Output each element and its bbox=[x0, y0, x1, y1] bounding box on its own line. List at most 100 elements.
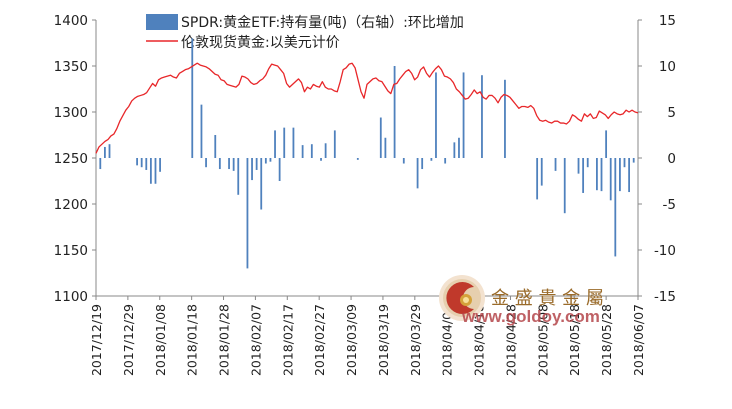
bar bbox=[458, 137, 460, 158]
left-tick-label: 1150 bbox=[54, 243, 88, 259]
legend: SPDR:黄金ETF:持有量(吨)（右轴）:环比增加 伦敦现货黄金:以美元计价 bbox=[146, 14, 464, 51]
x-tick-label: 2018/05/28 bbox=[599, 304, 614, 376]
left-tick-label: 1100 bbox=[54, 289, 88, 305]
bar bbox=[108, 144, 111, 158]
right-tick-label: -15 bbox=[654, 289, 676, 305]
right-tick-label: 0 bbox=[667, 151, 676, 167]
right-tick-label: -5 bbox=[663, 197, 676, 213]
x-tick-label: 2018/04/28 bbox=[503, 304, 518, 376]
bar bbox=[540, 158, 543, 186]
right-y-ticks: -15 -10 -5 0 5 10 15 bbox=[638, 13, 676, 305]
bar bbox=[154, 158, 157, 184]
x-tick-label: 2017/12/19 bbox=[89, 304, 104, 376]
left-tick-label: 1300 bbox=[54, 105, 88, 121]
x-tick-label: 2018/02/07 bbox=[248, 304, 263, 376]
left-tick-label: 1200 bbox=[54, 197, 88, 213]
bar bbox=[356, 158, 359, 160]
x-tick-label: 2018/02/27 bbox=[312, 304, 327, 376]
bar bbox=[462, 72, 465, 158]
bar bbox=[582, 158, 585, 193]
bar bbox=[324, 143, 327, 158]
x-tick-label: 2018/01/08 bbox=[153, 304, 168, 376]
bar bbox=[416, 158, 419, 189]
watermark-url: www.goldoy.com bbox=[461, 307, 600, 326]
bar bbox=[453, 142, 456, 158]
bar bbox=[481, 75, 483, 158]
bar bbox=[205, 158, 207, 168]
x-tick-label: 2018/03/19 bbox=[376, 304, 391, 376]
bar bbox=[504, 79, 506, 158]
x-tick-label: 2018/05/18 bbox=[567, 304, 582, 376]
bar bbox=[232, 158, 235, 171]
bar bbox=[140, 158, 143, 168]
bar bbox=[628, 158, 630, 193]
watermark-logo-icon bbox=[439, 275, 485, 321]
x-ticks: 2017/12/19 2017/12/29 2018/01/08 2018/01/18… bbox=[89, 296, 646, 376]
bar bbox=[536, 158, 539, 200]
bar bbox=[246, 158, 249, 269]
bar bbox=[310, 144, 313, 158]
watermark-brand: 金 盛 貴 金 屬 bbox=[491, 288, 604, 309]
right-tick-label: 15 bbox=[659, 13, 676, 29]
line-series bbox=[95, 62, 639, 154]
right-tick-label: -10 bbox=[654, 243, 676, 259]
bar bbox=[563, 158, 566, 214]
legend-bar-swatch bbox=[146, 14, 178, 30]
left-y-ticks: 1100 1150 1200 1250 1300 1350 1400 bbox=[54, 13, 96, 305]
bar bbox=[600, 158, 603, 192]
bar bbox=[260, 158, 263, 210]
x-tick-label: 2018/01/18 bbox=[185, 304, 200, 376]
bar bbox=[274, 130, 276, 158]
x-tick-label: 2018/06/07 bbox=[631, 304, 646, 376]
bar bbox=[623, 158, 626, 168]
bar bbox=[320, 158, 322, 161]
bar bbox=[104, 146, 106, 158]
right-tick-label: 5 bbox=[667, 105, 676, 121]
bar bbox=[255, 158, 258, 170]
bar bbox=[586, 158, 589, 168]
bar bbox=[214, 135, 217, 158]
bar bbox=[430, 158, 433, 161]
bar bbox=[435, 72, 437, 158]
legend-bar-label: SPDR:黄金ETF:持有量(吨)（右轴）:环比增加 bbox=[181, 14, 464, 31]
x-tick-label: 2018/03/29 bbox=[408, 304, 423, 376]
bar bbox=[379, 117, 382, 158]
legend-line-label: 伦敦现货黄金:以美元计价 bbox=[181, 34, 340, 51]
bar bbox=[269, 158, 272, 162]
bar bbox=[200, 104, 203, 158]
bar bbox=[278, 158, 281, 181]
x-tick-label: 2018/04/08 bbox=[440, 304, 455, 376]
bar bbox=[228, 158, 230, 170]
x-tick-label: 2018/02/17 bbox=[280, 304, 295, 376]
bar bbox=[619, 158, 621, 192]
x-tick-label: 2018/03/09 bbox=[344, 304, 359, 376]
bar bbox=[554, 158, 557, 171]
x-tick-label: 2018/05/08 bbox=[535, 304, 550, 376]
x-tick-label: 2018/04/18 bbox=[472, 304, 487, 376]
left-tick-label: 1250 bbox=[54, 151, 88, 167]
price-line bbox=[95, 62, 639, 154]
bar bbox=[402, 158, 405, 164]
bar bbox=[444, 158, 447, 164]
bar bbox=[149, 158, 152, 184]
bar bbox=[159, 158, 161, 172]
bar bbox=[605, 130, 608, 158]
axes bbox=[95, 20, 639, 297]
right-tick-label: 10 bbox=[659, 59, 676, 75]
left-tick-label: 1400 bbox=[54, 13, 88, 29]
bar bbox=[283, 127, 286, 158]
bar bbox=[251, 158, 253, 181]
bar bbox=[393, 66, 396, 158]
bar bbox=[609, 158, 612, 201]
bar bbox=[632, 158, 635, 163]
watermark: 金 盛 貴 金 屬 www.goldoy.com bbox=[439, 275, 604, 326]
x-tick-label: 2017/12/29 bbox=[121, 304, 136, 376]
bar bbox=[614, 158, 617, 257]
bar bbox=[136, 158, 138, 166]
bar bbox=[333, 130, 336, 158]
bar bbox=[145, 158, 148, 170]
bar bbox=[292, 127, 295, 158]
bar bbox=[577, 158, 580, 174]
bar-series bbox=[99, 38, 635, 269]
